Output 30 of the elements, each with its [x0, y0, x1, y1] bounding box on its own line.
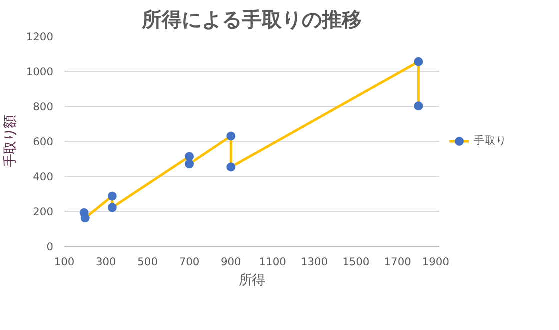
point [185, 160, 194, 169]
point [226, 132, 236, 141]
x-tick-label: 1500 [342, 256, 370, 268]
y-tick-label: 400 [33, 170, 54, 184]
legend-label: 手取り [474, 134, 507, 148]
y-tick-label: 0 [46, 240, 54, 254]
x-tick-label: 1700 [384, 256, 412, 268]
x-tick-label: 1900 [422, 256, 450, 268]
x-tick-label: 300 [96, 256, 117, 268]
point [185, 152, 194, 162]
x-tick-label: 1300 [300, 256, 328, 268]
chart-title: 所得による手取りの推移 [141, 8, 362, 32]
y-tick-label: 600 [33, 136, 54, 148]
x-tick-label: 700 [179, 256, 200, 268]
point [108, 203, 117, 212]
point [414, 57, 424, 66]
y-tick-label: 1000 [26, 66, 54, 78]
point [108, 192, 117, 201]
point [226, 162, 236, 172]
y-axis-title: 手取り額 [3, 116, 18, 168]
x-tick-label: 900 [220, 256, 242, 268]
x-tick-label: 1100 [259, 256, 287, 268]
x-tick-label: 100 [54, 256, 75, 268]
point [80, 214, 90, 223]
y-tick-label: 1200 [26, 30, 54, 44]
y-tick-label: 200 [33, 206, 54, 218]
point [414, 102, 424, 111]
x-axis-title: 所得 [239, 274, 265, 288]
x-tick-label: 500 [138, 256, 158, 268]
y-tick-label: 800 [33, 100, 54, 114]
